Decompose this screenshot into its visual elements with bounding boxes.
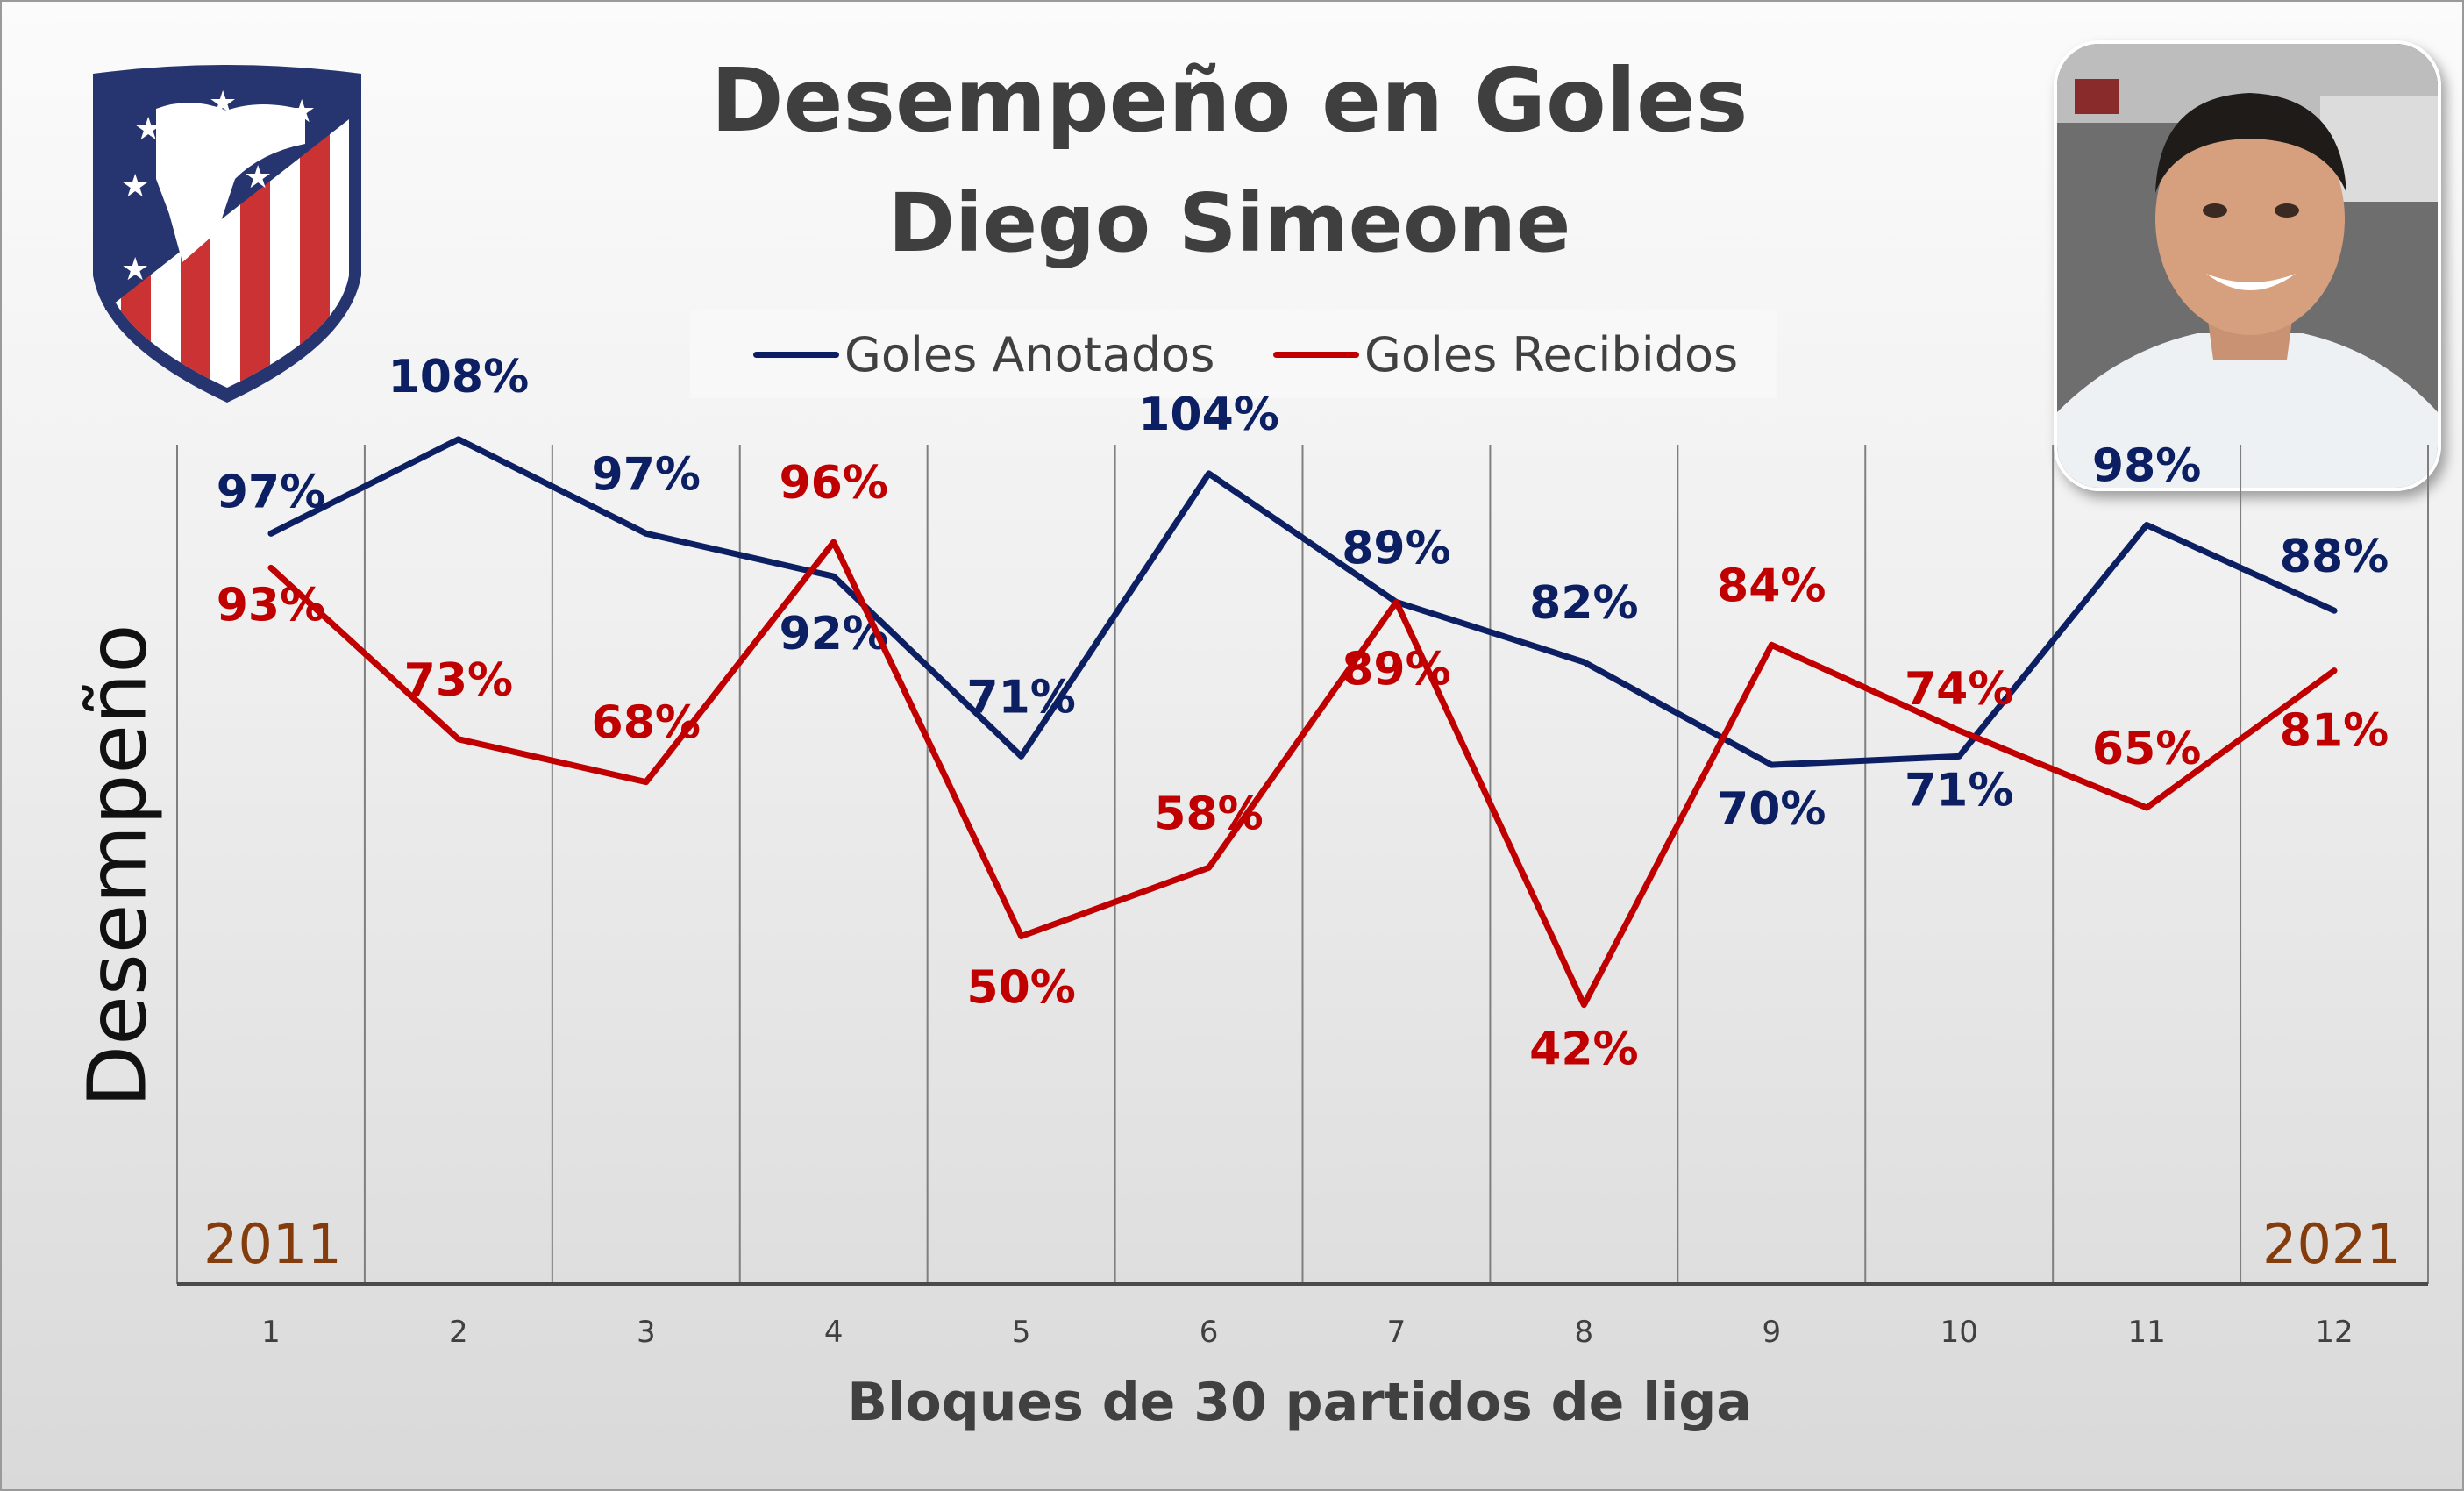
svg-text:★: ★ bbox=[209, 84, 237, 120]
svg-text:★: ★ bbox=[288, 93, 316, 129]
series-line-goles-anotados bbox=[267, 436, 2338, 768]
data-point-anotados-12 bbox=[2332, 608, 2338, 614]
data-point-recibidos-1 bbox=[267, 565, 274, 571]
data-point-anotados-2 bbox=[455, 436, 461, 442]
data-point-anotados-1 bbox=[267, 531, 274, 537]
legend-item-goles-recibidos: Goles Recibidos bbox=[1273, 326, 1739, 382]
data-point-anotados-9 bbox=[1769, 762, 1775, 768]
x-tick-label-11: 11 bbox=[2127, 1315, 2165, 1350]
year-label-end: 2021 bbox=[2262, 1212, 2401, 1276]
data-point-recibidos-4 bbox=[830, 539, 837, 546]
chart-title-line-2: Diego Simeone bbox=[887, 176, 1571, 270]
legend: Goles Anotados Goles Recibidos bbox=[690, 310, 1777, 398]
legend-swatch-goles-anotados bbox=[753, 351, 839, 358]
y-axis-title: Desempeño bbox=[70, 624, 165, 1108]
data-label-anotados-7: 89% bbox=[1342, 522, 1450, 574]
data-label-recibidos-2: 73% bbox=[404, 654, 513, 707]
data-label-anotados-1: 97% bbox=[217, 466, 325, 518]
data-point-recibidos-5 bbox=[1018, 933, 1024, 939]
data-label-anotados-5: 71% bbox=[966, 671, 1075, 724]
data-point-recibidos-6 bbox=[1206, 865, 1212, 871]
data-label-anotados-10: 71% bbox=[1905, 764, 2013, 817]
data-label-recibidos-4: 96% bbox=[779, 457, 887, 510]
data-point-anotados-10 bbox=[1956, 753, 1962, 760]
data-point-recibidos-10 bbox=[1956, 728, 1962, 734]
x-tick-label-12: 12 bbox=[2315, 1315, 2353, 1350]
data-point-anotados-5 bbox=[1018, 753, 1024, 760]
data-label-anotados-9: 70% bbox=[1717, 783, 1826, 836]
data-point-recibidos-3 bbox=[643, 779, 649, 785]
x-tick-label-10: 10 bbox=[1941, 1315, 1978, 1350]
svg-text:★: ★ bbox=[134, 111, 162, 146]
data-label-anotados-3: 97% bbox=[592, 448, 701, 501]
legend-label-goles-anotados: Goles Anotados bbox=[844, 326, 1215, 382]
data-label-recibidos-5: 50% bbox=[966, 962, 1075, 1015]
coach-portrait-icon bbox=[2054, 40, 2441, 491]
svg-text:★: ★ bbox=[244, 159, 272, 195]
data-label-anotados-11: 98% bbox=[2092, 440, 2201, 493]
legend-item-goles-anotados: Goles Anotados bbox=[753, 326, 1215, 382]
data-label-recibidos-9: 84% bbox=[1717, 560, 1826, 612]
legend-label-goles-recibidos: Goles Recibidos bbox=[1364, 326, 1739, 382]
chart-title-line-1: Desempeño en Goles bbox=[710, 49, 1748, 152]
series-line-goles-recibidos bbox=[267, 539, 2338, 1009]
x-tick-label-4: 4 bbox=[824, 1315, 844, 1350]
data-label-anotados-12: 88% bbox=[2280, 531, 2389, 583]
data-point-anotados-3 bbox=[643, 531, 649, 537]
legend-swatch-goles-recibidos bbox=[1273, 351, 1359, 358]
data-point-anotados-6 bbox=[1206, 470, 1212, 476]
svg-text:★: ★ bbox=[121, 251, 149, 287]
x-tick-label-5: 5 bbox=[1012, 1315, 1031, 1350]
x-tick-label-3: 3 bbox=[637, 1315, 656, 1350]
x-tick-label-1: 1 bbox=[261, 1315, 281, 1350]
data-label-anotados-2: 108% bbox=[388, 351, 530, 403]
data-label-recibidos-3: 68% bbox=[592, 697, 701, 750]
data-label-recibidos-8: 42% bbox=[1529, 1024, 1638, 1076]
data-label-recibidos-10: 74% bbox=[1905, 663, 2013, 716]
atletico-madrid-crest-icon: ★ ★ ★ ★ ★ ★ ★ bbox=[93, 65, 361, 403]
data-label-recibidos-7: 89% bbox=[1342, 643, 1450, 696]
data-point-recibidos-12 bbox=[2332, 667, 2338, 674]
x-tick-label-2: 2 bbox=[449, 1315, 468, 1350]
data-point-recibidos-9 bbox=[1769, 642, 1775, 648]
svg-text:★: ★ bbox=[174, 216, 202, 252]
data-point-recibidos-8 bbox=[1581, 1002, 1587, 1008]
data-label-recibidos-1: 93% bbox=[217, 579, 325, 631]
data-label-recibidos-6: 58% bbox=[1154, 788, 1263, 840]
x-axis-title: Bloques de 30 partidos de liga bbox=[847, 1372, 1752, 1433]
x-tick-label-7: 7 bbox=[1387, 1315, 1406, 1350]
data-label-anotados-8: 82% bbox=[1529, 577, 1638, 630]
year-label-start: 2011 bbox=[203, 1212, 342, 1276]
data-point-anotados-4 bbox=[830, 574, 837, 580]
data-label-recibidos-12: 81% bbox=[2280, 705, 2389, 758]
data-label-anotados-6: 104% bbox=[1138, 389, 1279, 441]
svg-text:★: ★ bbox=[121, 168, 149, 203]
data-point-recibidos-7 bbox=[1393, 599, 1399, 605]
data-point-recibidos-2 bbox=[455, 736, 461, 742]
x-tick-label-6: 6 bbox=[1200, 1315, 1219, 1350]
data-point-recibidos-11 bbox=[2144, 804, 2150, 810]
data-point-anotados-8 bbox=[1581, 659, 1587, 665]
data-point-anotados-11 bbox=[2144, 522, 2150, 528]
x-tick-label-8: 8 bbox=[1575, 1315, 1594, 1350]
x-tick-label-9: 9 bbox=[1762, 1315, 1781, 1350]
data-label-recibidos-11: 65% bbox=[2092, 723, 2201, 775]
